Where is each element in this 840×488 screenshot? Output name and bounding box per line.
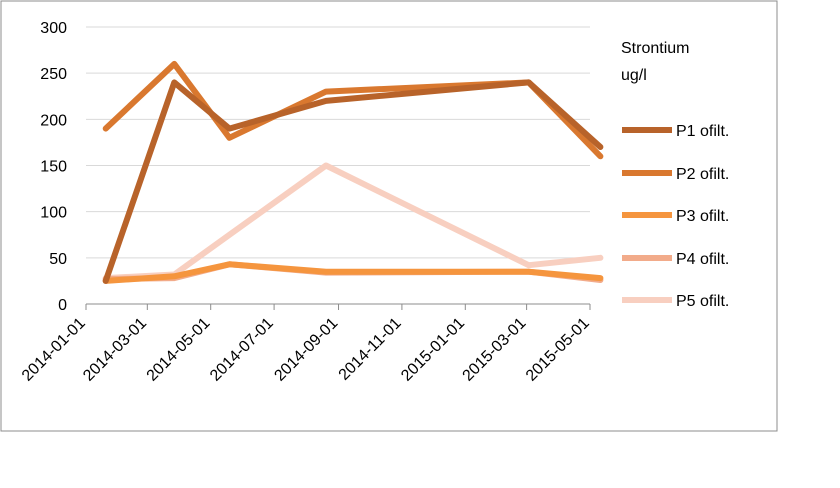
y-tick-label: 250 (40, 66, 67, 83)
plot-area (102, 60, 604, 284)
legend-label-2: P2 ofilt. (676, 166, 729, 183)
y-tick-label: 200 (40, 112, 67, 129)
series-line-3 (102, 261, 604, 284)
legend-label-4: P4 ofilt. (676, 251, 729, 268)
legend-label-5: P5 ofilt. (676, 293, 729, 310)
legend-title-line2: ug/l (621, 67, 647, 84)
series-line-1 (102, 79, 604, 284)
y-tick-label: 0 (58, 297, 67, 314)
y-tick-label: 100 (40, 205, 67, 222)
y-axis: 0 50 100 150 200 250 300 (40, 20, 67, 314)
y-tick-label: 50 (49, 251, 67, 268)
legend-label-3: P3 ofilt. (676, 208, 729, 225)
y-tick-label: 300 (40, 20, 67, 37)
y-tick-label: 150 (40, 159, 67, 176)
legend-label-1: P1 ofilt. (676, 123, 729, 140)
legend: Strontium ug/l P1 ofilt. P2 ofilt. P3 ofil… (621, 40, 729, 310)
legend-title-line1: Strontium (621, 40, 689, 57)
